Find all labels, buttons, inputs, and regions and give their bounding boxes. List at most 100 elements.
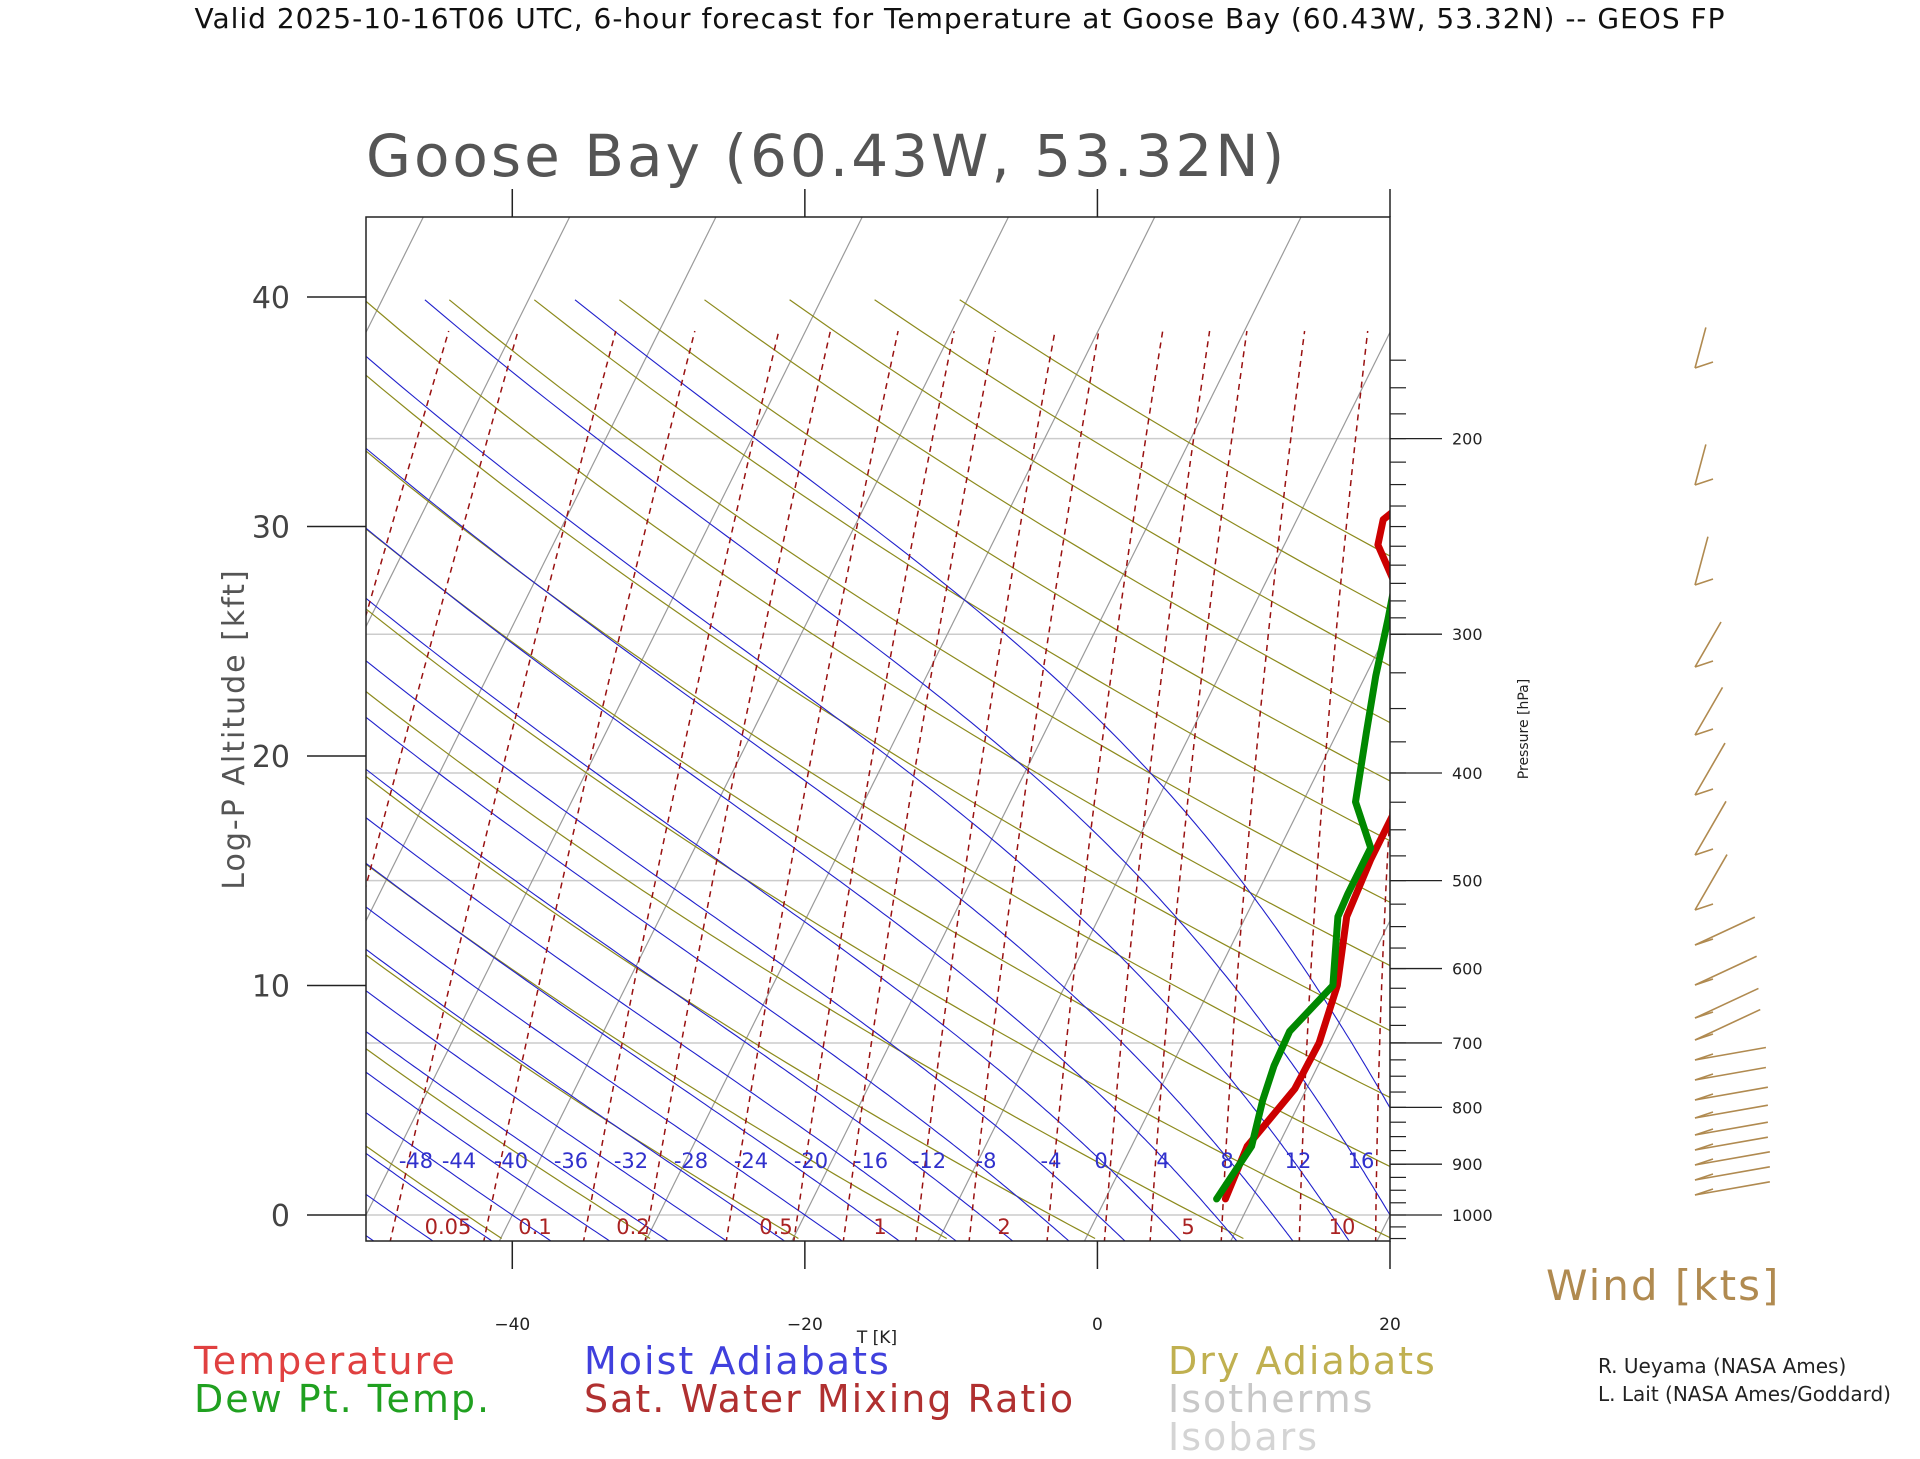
pressure-tick-label: 900 (1452, 1155, 1483, 1174)
dry-adiabat-line (0, 300, 57, 1239)
legend-dry-adiabats: Dry Adiabats (1168, 1342, 1437, 1380)
dry-adiabat-line (0, 300, 798, 1239)
pressure-tick-label: 600 (1452, 960, 1483, 979)
wind-barb-staff (1695, 1137, 1768, 1150)
mixing-ratio-label: 10 (1329, 1215, 1356, 1239)
dry-adiabat-line (0, 300, 650, 1239)
wind-barb-staff (1695, 1067, 1766, 1080)
wind-barb-flag (1695, 1034, 1713, 1040)
wind-barb-staff (1695, 1152, 1770, 1165)
pressure-tick-label: 300 (1452, 625, 1483, 644)
pressure-tick-label: 700 (1452, 1034, 1483, 1053)
moist-adiabat-label: -12 (912, 1149, 946, 1173)
temperature-profile-line (1225, 224, 1862, 1199)
moist-adiabat-label: -40 (494, 1149, 528, 1173)
wind-barb-staff (1695, 801, 1726, 855)
moist-adiabat-line (0, 300, 902, 1243)
moist-adiabat-line (0, 300, 788, 1243)
mixing-ratio-line (275, 331, 518, 1243)
y-tick-label: 40 (252, 281, 290, 316)
wind-barb-staff (1695, 537, 1708, 585)
moist-adiabat-label: 12 (1285, 1149, 1312, 1173)
mixing-ratio-label: 0.1 (518, 1215, 551, 1239)
moist-adiabat-line (0, 300, 1071, 1243)
wind-barb-staff (1695, 743, 1725, 795)
isotherm-line (1514, 205, 1920, 1261)
plot-profiles (1217, 224, 1863, 1199)
moist-adiabat-label: 4 (1156, 1149, 1169, 1173)
pressure-tick-label: 200 (1452, 430, 1483, 449)
mixing-ratio-line (1618, 331, 1632, 1243)
legend-moist-adiabats: Moist Adiabats (584, 1342, 891, 1380)
dry-adiabat-line (0, 300, 1095, 1239)
legend-mixing-ratio: Sat. Water Mixing Ratio (584, 1380, 1075, 1418)
mixing-ratio-line (1536, 331, 1561, 1243)
y-tick-label: 20 (252, 740, 290, 775)
y-axis-label: Log-P Altitude [kft] (217, 568, 252, 889)
dry-adiabat-line (705, 300, 1920, 1239)
moist-adiabat-label: -24 (734, 1149, 768, 1173)
y-tick-label: 30 (252, 511, 290, 546)
moist-adiabat-line (0, 346, 377, 1243)
mixing-ratio-label: 2 (997, 1215, 1010, 1239)
wind-barb-flag (1695, 579, 1713, 585)
mixing-ratio-line (1376, 331, 1430, 1243)
moist-adiabat-label: -16 (854, 1149, 888, 1173)
wind-barb-staff (1695, 956, 1757, 985)
x-tick-label: 0 (1092, 1315, 1103, 1335)
mixing-ratio-label: 0.2 (616, 1215, 649, 1239)
moist-adiabat-label: -8 (976, 1149, 997, 1173)
legend-isobars: Isobars (1168, 1418, 1319, 1456)
mixing-ratio-line (726, 331, 898, 1243)
dry-adiabat-line (619, 300, 1920, 1239)
mixing-ratio-line (583, 331, 779, 1243)
wind-barb-staff (1695, 1182, 1770, 1195)
isotherm-line (490, 205, 1015, 1261)
mixing-ratio-line (916, 331, 1056, 1243)
x-tick-label: 20 (1379, 1315, 1401, 1335)
wind-barb-staff (1695, 1167, 1770, 1180)
chart-title: Goose Bay (60.43W, 53.32N) (366, 122, 1287, 190)
legend-dewpoint: Dew Pt. Temp. (194, 1380, 491, 1418)
y-tick-label: 0 (271, 1199, 290, 1234)
moist-adiabat-line (575, 300, 1463, 1243)
moist-adiabat-label: -36 (554, 1149, 588, 1173)
plot-background-lines (0, 205, 1920, 1261)
moist-adiabat-label: -28 (674, 1149, 708, 1173)
moist-adiabat-label: -32 (614, 1149, 648, 1173)
mixing-ratio-label: 1 (873, 1215, 886, 1239)
credit-line-1: R. Ueyama (NASA Ames) (1598, 1354, 1846, 1378)
moist-adiabat-label: 16 (1348, 1149, 1375, 1173)
wind-barb-staff (1695, 622, 1721, 667)
dry-adiabat-line (0, 300, 205, 1239)
x-tick-label: −20 (787, 1315, 823, 1335)
wind-barb-staff (1695, 917, 1755, 945)
legend-temperature: Temperature (194, 1342, 457, 1380)
wind-label: Wind [kts] (1546, 1261, 1780, 1310)
mixing-ratio-line (1047, 331, 1163, 1243)
dry-adiabat-line (0, 300, 353, 1239)
wind-barbs (1695, 327, 1770, 1195)
pressure-axis-label: Pressure [hPa] (1516, 679, 1532, 779)
isotherm-line (0, 205, 429, 1261)
y-tick-label: 10 (252, 970, 290, 1005)
mixing-ratio-line (794, 331, 955, 1243)
dry-adiabat-line (279, 300, 1837, 1239)
dewpoint-profile-line (1217, 224, 1482, 1199)
pressure-tick-label: 500 (1452, 872, 1483, 891)
mixing-ratio-line (483, 331, 694, 1243)
wind-barb-staff (1695, 855, 1727, 910)
mixing-ratio-label: 0.05 (425, 1215, 472, 1239)
moist-adiabat-label: -48 (399, 1149, 433, 1173)
wind-barb-flag (1695, 939, 1713, 945)
moist-adiabat-line (0, 300, 730, 1243)
moist-adiabat-line (0, 300, 671, 1243)
moist-adiabat-line (0, 300, 1015, 1243)
wind-barb-staff (1695, 988, 1758, 1018)
moist-adiabat-label: -20 (794, 1149, 828, 1173)
legend-isotherms: Isotherms (1168, 1380, 1374, 1418)
mixing-ratio-line (969, 331, 1099, 1243)
moist-adiabat-line (0, 374, 317, 1243)
